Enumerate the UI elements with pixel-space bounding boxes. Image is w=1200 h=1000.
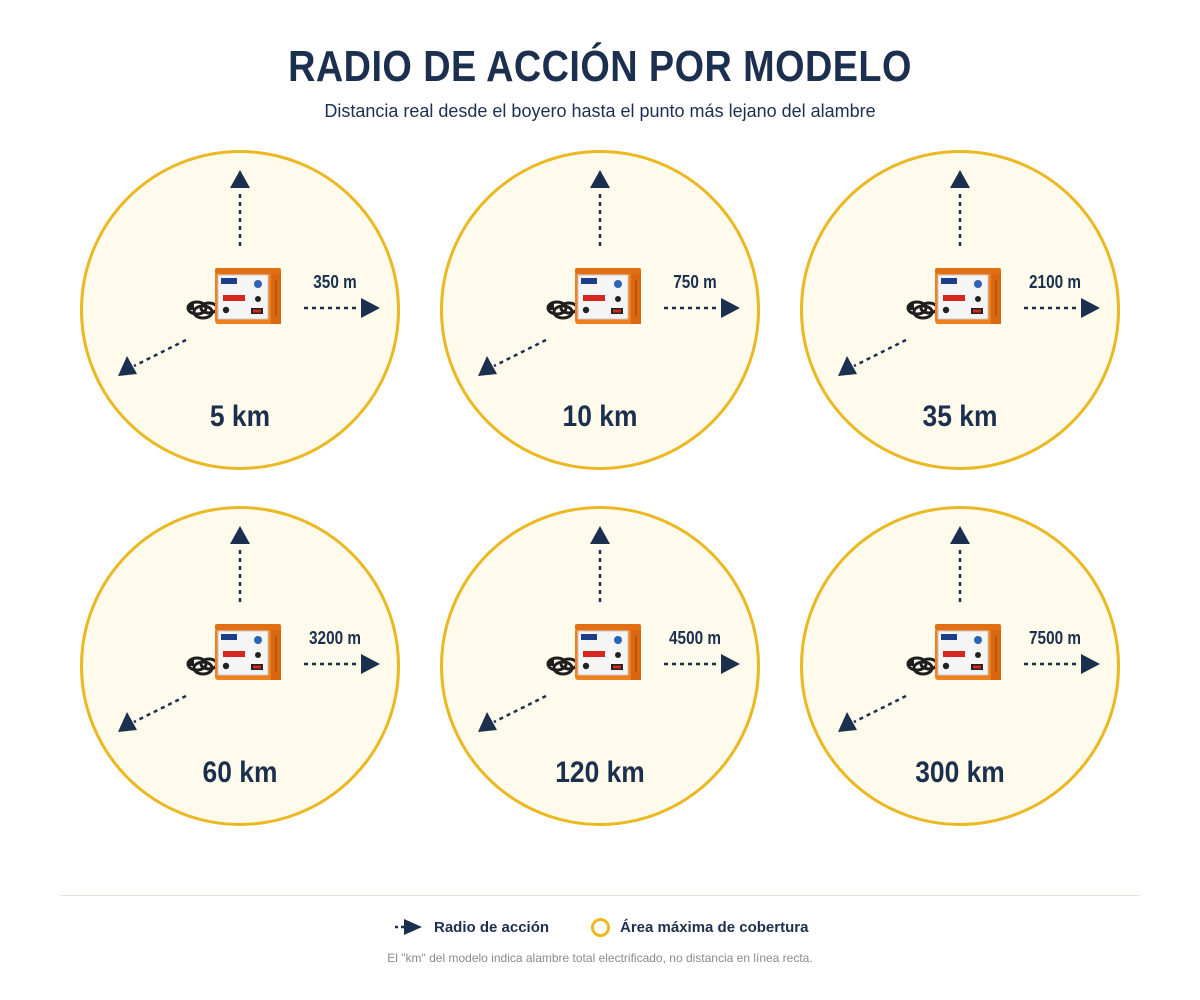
radius-arrows [118, 526, 380, 732]
arrow-icon-up [950, 170, 970, 246]
energizer-device-icon [546, 624, 641, 680]
arrow-icon [395, 919, 422, 935]
arrow-icon-down-left [838, 694, 907, 732]
model-card-6: 7500 m 300 km [800, 506, 1120, 826]
arrow-icon-up [590, 526, 610, 602]
radius-arrows [838, 170, 1100, 376]
legend: Radio de acción Área máxima de cobertura [0, 918, 1200, 942]
arrow-icon-up [950, 526, 970, 602]
model-card-5: 4500 m 120 km [440, 506, 760, 826]
energizer-device-icon [546, 268, 641, 324]
radius-arrows [478, 526, 740, 732]
energizer-device-icon [186, 624, 281, 680]
radius-distance-label: 7500 m [1029, 628, 1081, 648]
arrow-icon-up [230, 526, 250, 602]
arrow-icon-right [664, 298, 740, 318]
arrow-icon-right [664, 654, 740, 674]
radius-arrows [118, 170, 380, 376]
legend-item-coverage: Área máxima de cobertura [591, 918, 808, 937]
model-card-1: 350 m 5 km [80, 150, 400, 470]
energizer-device-icon [906, 268, 1001, 324]
model-capacity-label: 60 km [202, 756, 278, 789]
arrow-icon-down-left [478, 338, 547, 376]
radius-arrows [838, 526, 1100, 732]
radius-distance-label: 4500 m [669, 628, 721, 648]
energizer-device-icon [186, 268, 281, 324]
radius-distance-label: 3200 m [309, 628, 361, 648]
legend-coverage-label: Área máxima de cobertura [620, 919, 809, 936]
model-capacity-label: 300 km [915, 756, 1005, 789]
radius-distance-label: 350 m [313, 272, 357, 292]
page-subtitle: Distancia real desde el boyero hasta el … [324, 101, 876, 121]
arrow-icon-up [590, 170, 610, 246]
footnote: El "km" del modelo indica alambre total … [387, 951, 813, 965]
coverage-ring-icon [591, 918, 610, 937]
arrow-icon-up [230, 170, 250, 246]
arrow-icon-right [304, 298, 380, 318]
model-capacity-label: 35 km [922, 400, 998, 433]
arrow-icon-down-left [478, 694, 547, 732]
arrow-icon-right [1024, 654, 1100, 674]
model-card-3: 2100 m 35 km [800, 150, 1120, 470]
model-card-4: 3200 m 60 km [80, 506, 400, 826]
arrow-icon-down-left [838, 338, 907, 376]
radius-distance-label: 2100 m [1029, 272, 1081, 292]
arrow-icon-right [304, 654, 380, 674]
arrow-icon-right [1024, 298, 1100, 318]
arrow-icon-down-left [118, 694, 187, 732]
radius-distance-label: 750 m [673, 272, 717, 292]
model-capacity-label: 10 km [562, 400, 638, 433]
model-card-2: 750 m 10 km [440, 150, 760, 470]
arrow-icon-down-left [118, 338, 187, 376]
energizer-device-icon [906, 624, 1001, 680]
radius-arrows [478, 170, 740, 376]
legend-item-radius: Radio de acción [394, 918, 549, 936]
legend-radius-label: Radio de acción [434, 918, 550, 936]
footer-divider [60, 895, 1140, 896]
model-capacity-label: 5 km [209, 400, 271, 433]
page-title: RADIO DE ACCIÓN POR MODELO [288, 42, 912, 91]
model-capacity-label: 120 km [555, 756, 645, 789]
